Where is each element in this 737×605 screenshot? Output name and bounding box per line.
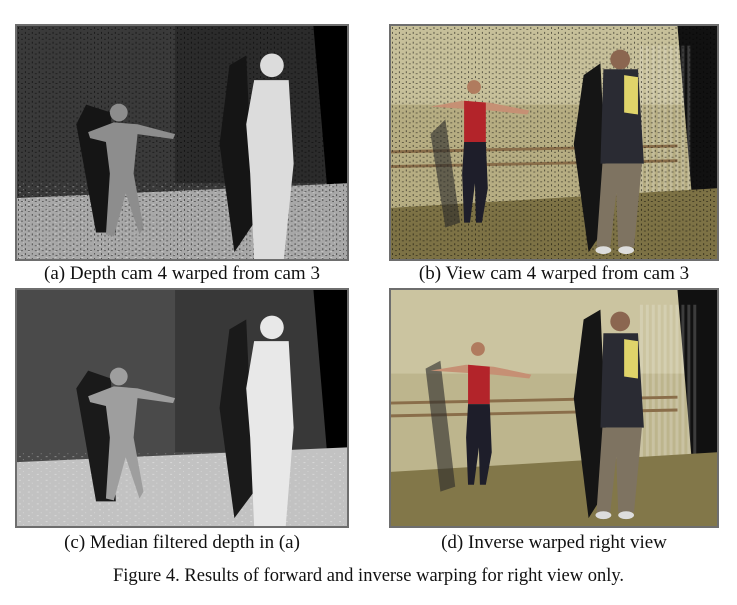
caption-a: (a) Depth cam 4 warped from cam 3 bbox=[44, 263, 320, 284]
figure-caption: Figure 4. Results of forward and inverse… bbox=[112, 566, 625, 586]
panel-b-color-warped bbox=[389, 24, 719, 261]
caption-c: (c) Median filtered depth in (a) bbox=[64, 532, 300, 553]
panel-d-color-inverse bbox=[389, 288, 719, 528]
caption-b: (b) View cam 4 warped from cam 3 bbox=[418, 263, 690, 284]
panel-c-depth-filtered bbox=[15, 288, 349, 528]
panel-a-depth-warped bbox=[15, 24, 349, 261]
caption-d: (d) Inverse warped right view bbox=[441, 532, 667, 553]
